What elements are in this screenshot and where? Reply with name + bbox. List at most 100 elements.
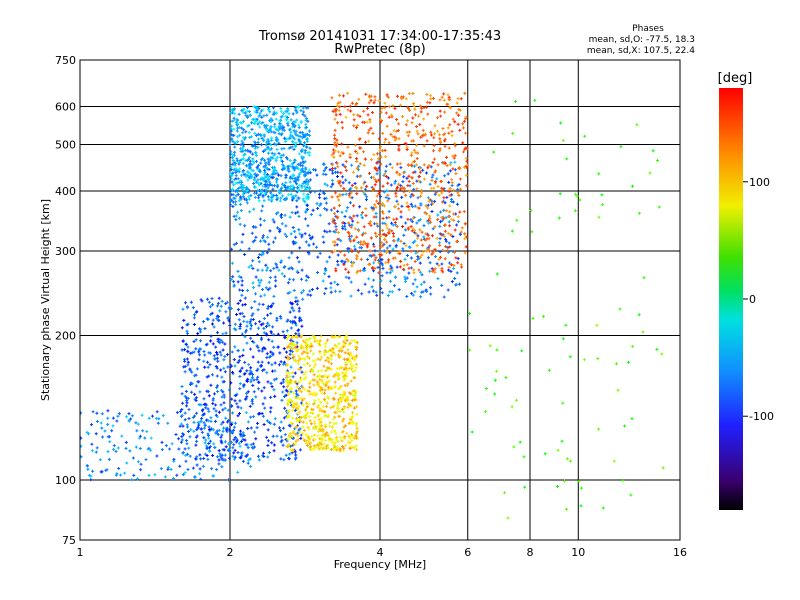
data-point [294,141,298,145]
data-point [249,426,253,430]
data-point [278,426,281,430]
data-point [384,137,388,141]
data-point [291,196,295,200]
data-point [270,184,274,187]
data-point [374,205,378,209]
data-point [339,365,343,369]
data-point [347,181,351,185]
data-point [440,266,444,270]
data-point [409,202,413,206]
data-point [274,279,278,283]
data-point [415,187,419,191]
data-point [350,183,354,187]
data-point [346,206,350,210]
data-point [187,446,191,450]
data-point [267,323,271,327]
data-point [248,149,252,153]
data-point [329,367,333,371]
data-point [241,161,245,165]
data-point [419,135,423,139]
data-point [421,243,425,247]
data-point [438,109,442,113]
data-point [273,394,277,398]
data-point [439,220,442,224]
data-point [219,440,223,444]
data-point [101,435,105,439]
data-point [218,350,222,354]
data-point [303,416,307,420]
data-point [232,183,236,187]
data-point [351,261,355,265]
data-point [312,426,316,430]
data-point [419,194,422,198]
data-point [296,186,300,190]
data-point [287,267,291,271]
data-point [256,375,260,379]
data-point [273,361,277,365]
data-point [260,253,264,257]
data-point [352,244,356,248]
data-point [322,404,325,408]
data-point [311,378,315,382]
data-point [446,93,450,97]
data-point [202,397,206,401]
data-point [348,201,352,205]
data-point [252,207,256,211]
data-point [404,123,408,127]
data-point [220,395,224,399]
data-point [389,132,393,136]
data-point [240,283,244,287]
data-point [227,319,231,323]
data-point [252,182,256,185]
data-point [343,392,347,396]
data-point [286,123,290,127]
data-point [445,164,449,168]
data-point [266,380,270,384]
data-point [318,358,322,362]
data-point [319,334,323,338]
data-point [135,429,139,433]
data-point [346,108,350,112]
data-point [578,198,582,202]
data-point [237,318,241,322]
data-point [233,145,237,149]
data-point [240,332,244,336]
data-point [334,113,338,117]
data-point [330,195,334,199]
data-point [262,165,266,169]
data-point [236,192,240,196]
data-point [266,157,270,161]
data-point [320,440,324,444]
data-point [372,261,376,265]
data-point [292,168,296,172]
data-point [254,235,258,239]
data-point [621,479,625,482]
data-point [363,157,367,161]
data-point [345,431,349,435]
data-point [223,440,227,444]
data-point [416,255,420,259]
data-point [259,223,263,227]
data-point [320,409,324,413]
data-point [292,358,296,362]
data-point [294,235,298,239]
data-point [274,138,278,142]
data-point [450,193,454,197]
data-point [309,341,313,345]
data-point [313,362,317,366]
data-point [166,421,170,425]
data-point [443,174,447,178]
data-point [232,438,236,442]
data-point [246,427,250,430]
data-point [256,268,260,272]
data-point [415,129,419,133]
data-point [346,270,350,274]
x-tick-label: 6 [464,546,471,559]
data-point [342,367,346,371]
data-point [308,370,312,373]
data-point [351,369,355,373]
data-point [343,351,347,355]
data-point [388,271,392,275]
data-point [397,137,401,141]
data-point [299,119,303,123]
